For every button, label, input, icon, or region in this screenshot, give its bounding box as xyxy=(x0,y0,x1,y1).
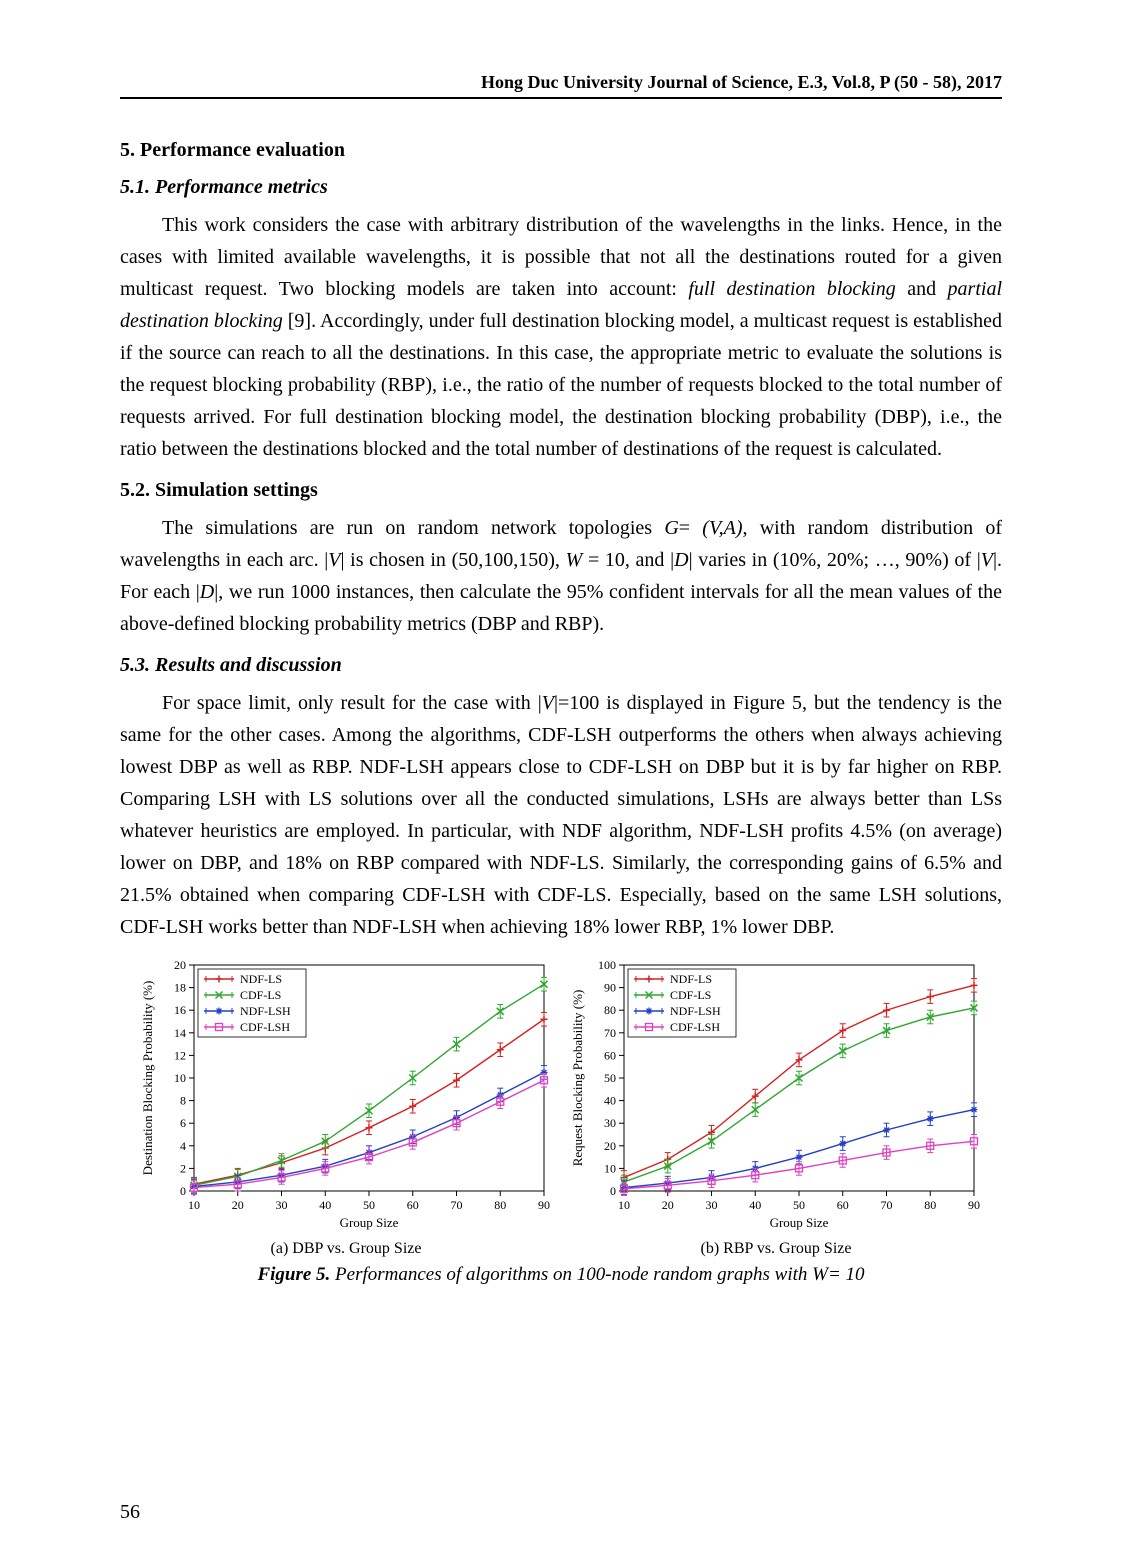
svg-text:10: 10 xyxy=(604,1161,616,1175)
svg-text:60: 60 xyxy=(407,1198,419,1212)
figure-5a-chart: 10 20 30 40 50 60 70 80 90 0 2 4 6 8 10 12 14 16 18 20 Group… xyxy=(136,953,556,1233)
figure-5-caption: Figure 5. Performances of algorithms on … xyxy=(120,1264,1002,1286)
svg-text:40: 40 xyxy=(749,1198,761,1212)
svg-text:10: 10 xyxy=(618,1198,630,1212)
figure-5b-subcaption: (b) RBP vs. Group Size xyxy=(566,1240,986,1258)
svg-text:20: 20 xyxy=(604,1139,616,1153)
math-var: D xyxy=(674,549,688,571)
svg-text:50: 50 xyxy=(604,1071,616,1085)
svg-text:8: 8 xyxy=(180,1094,186,1108)
section-5-3-heading: 5.3. Results and discussion xyxy=(120,654,1002,677)
svg-text:40: 40 xyxy=(319,1198,331,1212)
math-var: W xyxy=(566,549,588,571)
figure-5a-subcaption: (a) DBP vs. Group Size xyxy=(136,1240,556,1258)
svg-text:Destination Blocking Probabili: Destination Blocking Probability (%) xyxy=(140,981,155,1176)
svg-text:0: 0 xyxy=(610,1184,616,1198)
svg-text:80: 80 xyxy=(494,1198,506,1212)
svg-text:20: 20 xyxy=(662,1198,674,1212)
paragraph-5-2: The simulations are run on random networ… xyxy=(120,512,1002,640)
svg-text:80: 80 xyxy=(924,1198,936,1212)
text: |, we run 1000 instances, then calculate… xyxy=(120,581,1002,635)
svg-text:Group Size: Group Size xyxy=(770,1215,829,1230)
text: and xyxy=(896,278,948,300)
svg-text:90: 90 xyxy=(968,1198,980,1212)
svg-text:60: 60 xyxy=(604,1048,616,1062)
svg-text:40: 40 xyxy=(604,1094,616,1108)
svg-text:NDF-LS: NDF-LS xyxy=(240,972,282,986)
figure-label: Figure 5. xyxy=(257,1264,330,1285)
svg-text:30: 30 xyxy=(604,1116,616,1130)
text: [9]. Accordingly, under full destination… xyxy=(120,310,1002,460)
math-var: V xyxy=(328,549,340,571)
svg-text:0: 0 xyxy=(180,1184,186,1198)
svg-text:CDF-LSH: CDF-LSH xyxy=(670,1020,720,1034)
svg-text:4: 4 xyxy=(180,1139,186,1153)
text: The simulations are run on random networ… xyxy=(162,517,664,539)
svg-text:NDF-LSH: NDF-LSH xyxy=(240,1004,291,1018)
svg-text:Group Size: Group Size xyxy=(340,1215,399,1230)
svg-text:CDF-LS: CDF-LS xyxy=(240,988,281,1002)
text-italic: full destination blocking xyxy=(688,278,895,300)
svg-text:90: 90 xyxy=(538,1198,550,1212)
svg-text:70: 70 xyxy=(604,1026,616,1040)
svg-text:30: 30 xyxy=(276,1198,288,1212)
figure-caption-text: Performances of algorithms on 100-node r… xyxy=(330,1264,864,1285)
page-header: Hong Duc University Journal of Science, … xyxy=(120,72,1002,99)
svg-text:20: 20 xyxy=(232,1198,244,1212)
svg-text:16: 16 xyxy=(174,1003,186,1017)
figure-5a-container: 10 20 30 40 50 60 70 80 90 0 2 4 6 8 10 12 14 16 18 20 Group… xyxy=(136,953,556,1258)
math-var: (V,A) xyxy=(702,517,742,539)
math-var: V xyxy=(542,692,554,714)
math-var: G xyxy=(664,517,678,539)
text: = xyxy=(679,517,703,539)
figure-5b-chart: 1020304050607080900102030405060708090100… xyxy=(566,953,986,1233)
svg-text:10: 10 xyxy=(188,1198,200,1212)
math-var: V xyxy=(981,549,993,571)
svg-text:NDF-LS: NDF-LS xyxy=(670,972,712,986)
svg-text:Request Blocking Probability (: Request Blocking Probability (%) xyxy=(570,990,585,1167)
text: |=100 is displayed in Figure 5, but the … xyxy=(120,692,1002,938)
svg-text:50: 50 xyxy=(793,1198,805,1212)
figure-5-row: 10 20 30 40 50 60 70 80 90 0 2 4 6 8 10 12 14 16 18 20 Group… xyxy=(120,953,1002,1258)
page-number: 56 xyxy=(120,1501,140,1524)
svg-text:CDF-LSH: CDF-LSH xyxy=(240,1020,290,1034)
svg-text:14: 14 xyxy=(174,1026,186,1040)
svg-text:30: 30 xyxy=(706,1198,718,1212)
svg-text:2: 2 xyxy=(180,1161,186,1175)
svg-text:100: 100 xyxy=(598,958,616,972)
section-5-2-heading: 5.2. Simulation settings xyxy=(120,479,1002,502)
section-5-1-heading: 5.1. Performance metrics xyxy=(120,176,1002,199)
paragraph-5-1: This work considers the case with arbitr… xyxy=(120,209,1002,465)
text: | varies in (10%, 20%; …, 90%) of | xyxy=(689,549,981,571)
svg-text:6: 6 xyxy=(180,1116,186,1130)
text: For space limit, only result for the cas… xyxy=(162,692,542,714)
section-5-heading: 5. Performance evaluation xyxy=(120,139,1002,162)
svg-text:20: 20 xyxy=(174,958,186,972)
svg-text:80: 80 xyxy=(604,1003,616,1017)
text: | is chosen in (50,100,150), xyxy=(340,549,565,571)
math-var: D xyxy=(200,581,214,603)
text: = 10, and | xyxy=(588,549,674,571)
svg-text:12: 12 xyxy=(174,1048,186,1062)
svg-text:60: 60 xyxy=(837,1198,849,1212)
svg-text:10: 10 xyxy=(174,1071,186,1085)
svg-text:90: 90 xyxy=(604,981,616,995)
svg-text:NDF-LSH: NDF-LSH xyxy=(670,1004,721,1018)
svg-text:18: 18 xyxy=(174,981,186,995)
svg-text:50: 50 xyxy=(363,1198,375,1212)
paragraph-5-3: For space limit, only result for the cas… xyxy=(120,687,1002,943)
svg-text:70: 70 xyxy=(451,1198,463,1212)
figure-5b-container: 1020304050607080900102030405060708090100… xyxy=(566,953,986,1258)
svg-text:70: 70 xyxy=(881,1198,893,1212)
svg-text:CDF-LS: CDF-LS xyxy=(670,988,711,1002)
